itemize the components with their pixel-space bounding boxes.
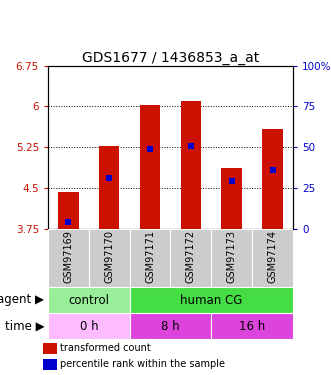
Bar <box>181 101 201 229</box>
Text: human CG: human CG <box>180 294 243 306</box>
Bar <box>252 229 293 287</box>
Bar <box>130 313 211 339</box>
Text: 0 h: 0 h <box>79 320 98 333</box>
Bar <box>130 229 170 287</box>
Text: control: control <box>68 294 109 306</box>
Bar <box>221 168 242 229</box>
Bar <box>43 358 57 370</box>
Bar <box>211 229 252 287</box>
Bar <box>211 313 293 339</box>
Text: 8 h: 8 h <box>161 320 180 333</box>
Bar <box>48 313 130 339</box>
Text: GSM97171: GSM97171 <box>145 230 155 283</box>
Text: transformed count: transformed count <box>60 343 151 353</box>
Text: percentile rank within the sample: percentile rank within the sample <box>60 359 225 369</box>
Bar <box>130 287 293 313</box>
Bar <box>140 105 160 229</box>
Text: GSM97174: GSM97174 <box>267 230 277 283</box>
Text: GSM97169: GSM97169 <box>64 230 73 283</box>
Bar <box>262 129 283 229</box>
Bar <box>48 287 130 313</box>
Text: 16 h: 16 h <box>239 320 265 333</box>
Bar <box>48 229 89 287</box>
Text: GSM97172: GSM97172 <box>186 230 196 283</box>
Bar <box>89 229 130 287</box>
Text: time ▶: time ▶ <box>5 320 44 333</box>
Text: GSM97173: GSM97173 <box>227 230 237 283</box>
Text: agent ▶: agent ▶ <box>0 294 44 306</box>
Text: GSM97170: GSM97170 <box>104 230 114 283</box>
Bar <box>99 146 119 229</box>
Bar <box>43 343 57 354</box>
Title: GDS1677 / 1436853_a_at: GDS1677 / 1436853_a_at <box>82 51 259 64</box>
Bar <box>58 192 79 229</box>
Bar <box>170 229 211 287</box>
